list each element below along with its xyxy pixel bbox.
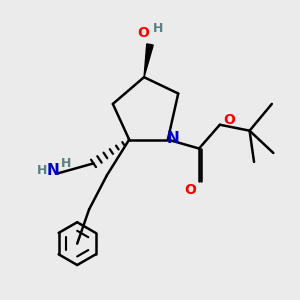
Text: N: N xyxy=(47,163,60,178)
Text: H: H xyxy=(153,22,164,34)
Text: N: N xyxy=(167,130,180,146)
Text: H: H xyxy=(37,164,47,177)
Text: O: O xyxy=(184,182,196,197)
Polygon shape xyxy=(144,44,153,77)
Text: O: O xyxy=(223,113,235,127)
Text: O: O xyxy=(137,26,149,40)
Text: H: H xyxy=(61,157,71,170)
